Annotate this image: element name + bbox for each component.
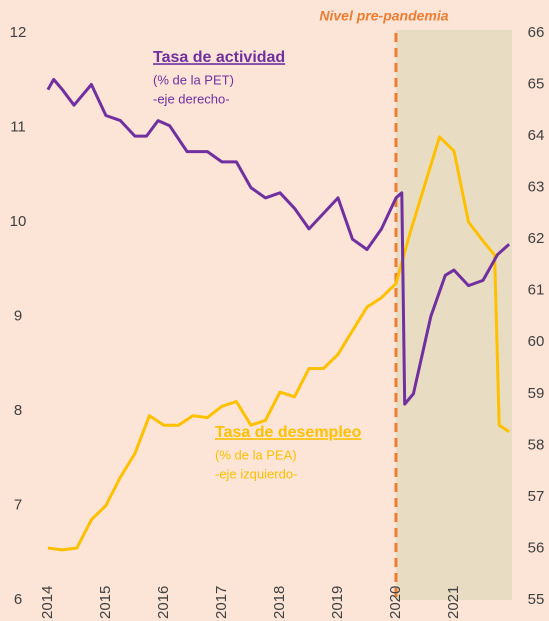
x-tick-label: 2016 [155, 586, 172, 619]
y2-tick-label: 62 [528, 230, 545, 247]
legend-axis: -eje izquierdo- [215, 466, 297, 481]
series-line [47, 135, 510, 552]
y2-tick-label: 55 [528, 591, 545, 608]
series-line [46, 77, 511, 406]
y2-tick-label: 60 [528, 333, 545, 350]
y-tick-label: 10 [10, 213, 27, 230]
y-tick-label: 11 [10, 118, 26, 135]
x-tick-label: 2014 [39, 586, 56, 619]
pandemic-shade [395, 30, 512, 600]
marker-label: Nivel pre-pandemia [319, 8, 448, 24]
y2-tick-label: 57 [528, 488, 545, 505]
y2-tick-label: 66 [528, 24, 545, 41]
x-tick-label: 2018 [271, 586, 288, 619]
x-tick-label: 2017 [213, 586, 230, 619]
y-tick-label: 8 [14, 402, 22, 419]
y2-tick-label: 63 [528, 179, 545, 196]
legend-name: Tasa de desempleo [215, 424, 362, 441]
legend-unit: (% de la PET) [153, 72, 234, 87]
y-tick-label: 6 [14, 591, 22, 608]
y2-tick-label: 56 [528, 539, 545, 556]
x-tick-label: 2021 [445, 586, 462, 619]
y-tick-label: 9 [14, 307, 22, 324]
x-tick-label: 2019 [329, 586, 346, 619]
x-tick-label: 2020 [387, 586, 404, 619]
y-tick-label: 7 [14, 496, 22, 513]
y-tick-label: 12 [10, 24, 27, 41]
y2-tick-label: 61 [528, 282, 545, 299]
y2-tick-label: 64 [528, 127, 545, 144]
y2-tick-label: 59 [528, 385, 545, 402]
y2-tick-label: 65 [528, 76, 545, 93]
legend-axis: -eje derecho- [153, 91, 230, 106]
legend-name: Tasa de actividad [153, 49, 285, 66]
x-tick-label: 2015 [97, 586, 114, 619]
legend-unit: (% de la PEA) [215, 447, 297, 462]
y2-tick-label: 58 [528, 436, 545, 453]
